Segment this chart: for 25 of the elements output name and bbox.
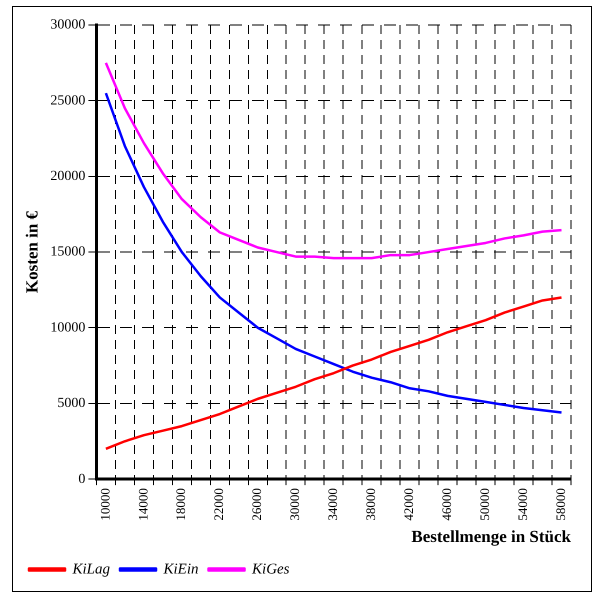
x-tick-label: 26000 [249,488,264,521]
x-tick-label: 10000 [97,488,112,521]
y-tick-label: 20000 [50,169,86,184]
y-tick-label: 25000 [50,93,86,108]
x-tick-label: 58000 [552,488,568,521]
y-axis-title: Kosten in € [22,210,42,294]
x-tick-label: 38000 [363,488,378,521]
x-tick-label: 22000 [211,488,226,521]
y-tick-label: 15000 [50,244,86,260]
y-tick-label: 10000 [50,320,86,336]
y-tick-label: 30000 [50,18,86,33]
y-tick-label: 0 [78,472,86,487]
x-tick-label: 50000 [476,488,492,521]
x-tick-label: 34000 [325,488,340,521]
x-tick-label: 46000 [439,488,454,521]
x-tick-label: 14000 [135,488,150,521]
legend-label: KiEin [162,561,199,578]
y-tick-label: 5000 [57,396,86,412]
x-tick-label: 42000 [401,488,416,521]
x-axis-title: Bestellmenge in Stück [411,527,572,546]
x-tick-label: 54000 [514,488,530,521]
legend-label: KiGes [251,561,290,578]
legend-label: KiLag [72,561,111,578]
x-tick-label: 30000 [287,488,302,521]
x-tick-label: 18000 [173,488,188,521]
